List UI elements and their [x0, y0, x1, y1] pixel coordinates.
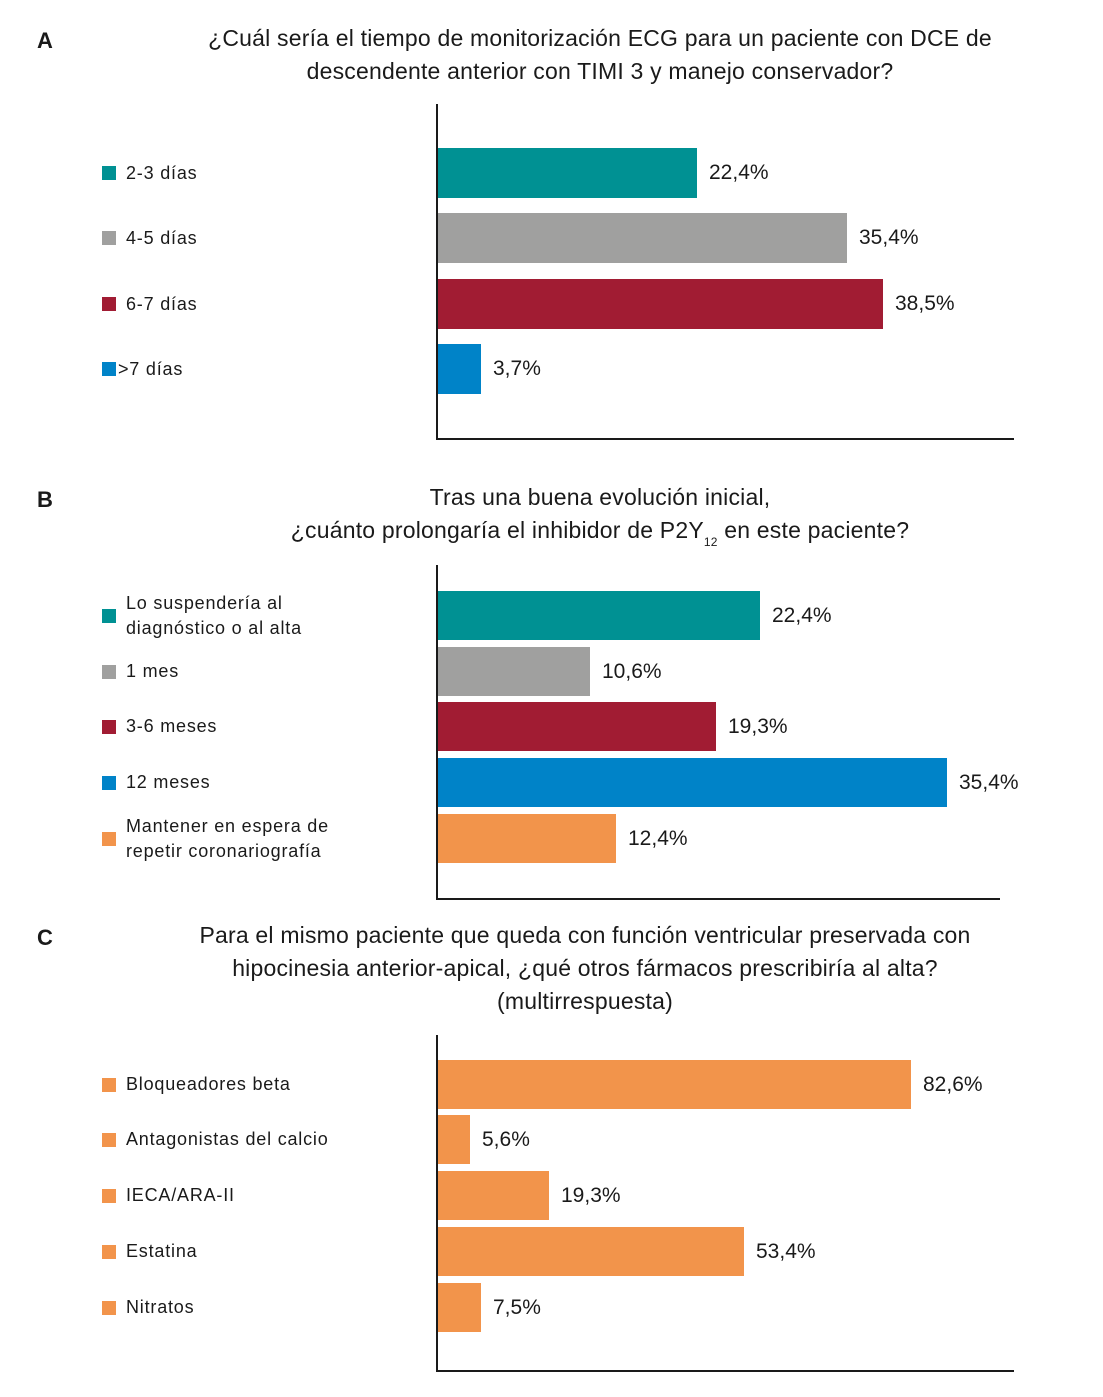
panel-c-x-axis — [436, 1370, 1014, 1372]
panel-c-legend-label-0: Bloqueadores beta — [126, 1074, 291, 1094]
panel-b-legend-item-4: Mantener en espera de repetir coronariog… — [102, 814, 329, 864]
panel-b-value-label-1: 10,6% — [602, 659, 662, 683]
panel-c-value-label-0: 82,6% — [923, 1072, 983, 1096]
panel-c-title-line-1: Para el mismo paciente que queda con fun… — [199, 922, 971, 948]
panel-a-letter: A — [37, 28, 53, 53]
panel-c-value-label-4: 7,5% — [493, 1295, 541, 1319]
panel-c-legend-item-0: Bloqueadores beta — [102, 1072, 291, 1097]
panel-b-legend-label-3: 12 meses — [126, 772, 211, 792]
panel-a-title-line-1: ¿Cuál sería el tiempo de monitorización … — [208, 25, 992, 51]
panel-b-title-line-2: ¿cuánto prolongaría el inhibidor de P2Y1… — [150, 514, 1050, 559]
panel-a-title: ¿Cuál sería el tiempo de monitorización … — [150, 22, 1050, 88]
panel-b-value-label-2: 19,3% — [728, 714, 788, 738]
panel-b-title-line-1: Tras una buena evolución inicial, — [429, 484, 771, 510]
panel-c-bar-3 — [438, 1227, 744, 1276]
panel-b-bar-0 — [438, 591, 760, 640]
panel-c-bar-4 — [438, 1283, 481, 1332]
panel-c-title: Para el mismo paciente que queda con fun… — [135, 919, 1035, 1018]
panel-c-y-axis — [436, 1035, 438, 1372]
panel-b-legend-item-1: 1 mes — [102, 659, 179, 684]
panel-c-title-line-3: (multirrespuesta) — [497, 988, 673, 1014]
panel-a-x-axis — [436, 438, 1014, 440]
panel-b-legend-swatch-4 — [102, 831, 116, 846]
panel-a-legend-item-3: >7 días — [102, 357, 183, 382]
panel-c-value-label-3: 53,4% — [756, 1239, 816, 1263]
panel-a-legend-swatch-0 — [102, 166, 116, 180]
panel-c-legend-item-3: Estatina — [102, 1239, 197, 1264]
panel-c-bar-1 — [438, 1115, 470, 1164]
panel-b-legend-label-4: Mantener en espera de repetir coronariog… — [126, 815, 329, 861]
panel-c-bar-2 — [438, 1171, 549, 1220]
panel-b-x-axis — [436, 898, 1000, 900]
panel-a-y-axis — [436, 104, 438, 440]
panel-a-legend-label-0: 2-3 días — [126, 162, 198, 183]
panel-a-value-label-0: 22,4% — [709, 161, 769, 184]
panel-c-legend-swatch-0 — [102, 1077, 116, 1092]
panel-a-legend-swatch-1 — [102, 231, 116, 245]
panel-c-legend-label-2: IECA/ARA-II — [126, 1185, 235, 1205]
panel-b-legend-swatch-0 — [102, 608, 116, 623]
panel-b-title-line-2-pre: ¿cuánto prolongaría el inhibidor de P2Y — [290, 517, 704, 543]
panel-c-value-label-2: 19,3% — [561, 1183, 621, 1207]
panel-a-legend-item-0: 2-3 días — [102, 161, 197, 186]
panel-a-legend-label-1: 4-5 días — [126, 227, 198, 248]
panel-c-bar-0 — [438, 1060, 911, 1109]
panel-c-legend-label-4: Nitratos — [126, 1297, 195, 1317]
panel-c-title-line-2: hipocinesia anterior-apical, ¿qué otros … — [232, 955, 938, 981]
panel-b-bar-3 — [438, 758, 947, 807]
panel-b-legend-item-2: 3-6 meses — [102, 714, 217, 739]
panel-c-letter: C — [37, 925, 53, 950]
panel-a-value-label-2: 38,5% — [895, 292, 955, 315]
panel-b-value-label-4: 12,4% — [628, 826, 688, 850]
panel-b-title: Tras una buena evolución inicial, ¿cuánt… — [150, 481, 1050, 559]
panel-c-legend-label-3: Estatina — [126, 1241, 198, 1261]
panel-a-legend-swatch-3 — [102, 362, 116, 376]
panel-c-legend-swatch-2 — [102, 1188, 116, 1203]
panel-a-value-label-1: 35,4% — [859, 226, 919, 249]
panel-b-legend-label-0: Lo suspendería al diagnóstico o al alta — [126, 592, 302, 638]
panel-b-value-label-3: 35,4% — [959, 770, 1019, 794]
panel-a-bar-1 — [438, 213, 847, 263]
panel-b-legend-item-0: Lo suspendería al diagnóstico o al alta — [102, 591, 302, 641]
panel-b-legend-swatch-1 — [102, 664, 116, 679]
panel-c-legend-swatch-3 — [102, 1244, 116, 1259]
panel-a-legend-swatch-2 — [102, 297, 116, 311]
panel-b-bar-4 — [438, 814, 616, 863]
panel-b-bar-1 — [438, 647, 590, 696]
panel-a-bar-0 — [438, 148, 697, 198]
panel-c-legend-swatch-4 — [102, 1300, 116, 1315]
panel-a-legend-label-2: 6-7 días — [126, 293, 198, 314]
panel-b-bar-2 — [438, 702, 716, 751]
panel-a-bar-3 — [438, 344, 481, 394]
panel-b-title-line-2-post: en este paciente? — [717, 517, 910, 543]
panel-c-legend-label-1: Antagonistas del calcio — [126, 1129, 329, 1149]
panel-c-legend-swatch-1 — [102, 1132, 116, 1147]
panel-b-title-subscript: 12 — [703, 535, 718, 549]
panel-a-title-line-2: descendente anterior con TIMI 3 y manejo… — [306, 58, 894, 84]
panel-c-legend-item-1: Antagonistas del calcio — [102, 1127, 329, 1152]
panel-a-legend-label-3: >7 días — [118, 358, 184, 379]
panel-b-legend-label-2: 3-6 meses — [126, 716, 218, 736]
panel-b-value-label-0: 22,4% — [772, 603, 832, 627]
panel-b-letter: B — [37, 487, 53, 512]
panel-b-legend-swatch-2 — [102, 719, 116, 734]
panel-a-legend-item-1: 4-5 días — [102, 226, 197, 251]
panel-b-legend-item-3: 12 meses — [102, 770, 210, 795]
panel-b-legend-label-1: 1 mes — [126, 661, 180, 681]
panel-a-legend-item-2: 6-7 días — [102, 292, 197, 317]
panel-c-value-label-1: 5,6% — [482, 1127, 530, 1151]
panel-b-legend-swatch-3 — [102, 775, 116, 790]
panel-b-y-axis — [436, 565, 438, 900]
panel-a-value-label-3: 3,7% — [493, 357, 541, 380]
panel-a-bar-2 — [438, 279, 883, 329]
panel-c-legend-item-2: IECA/ARA-II — [102, 1183, 235, 1208]
panel-c-legend-item-4: Nitratos — [102, 1295, 194, 1320]
